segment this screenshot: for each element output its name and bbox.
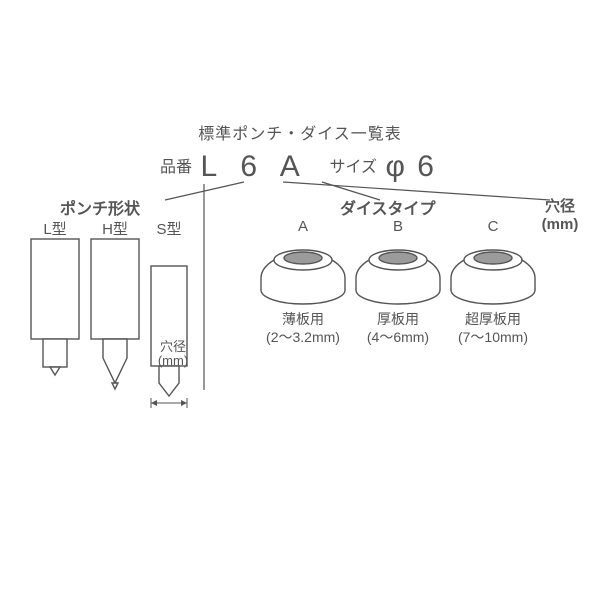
die-a-shape	[260, 238, 346, 306]
die-b-name: 厚板用	[377, 311, 419, 327]
die-b-range: (4〜6mm)	[367, 329, 429, 345]
die-a-name: 薄板用	[282, 311, 324, 327]
die-c-caption: 超厚板用 (7〜10mm)	[448, 310, 538, 346]
die-b-caption: 厚板用 (4〜6mm)	[353, 310, 443, 346]
die-b-letter: B	[355, 218, 441, 235]
die-a-range: (2〜3.2mm)	[266, 329, 340, 345]
die-a-caption: 薄板用 (2〜3.2mm)	[258, 310, 348, 346]
die-c-name: 超厚板用	[465, 311, 521, 327]
die-b-shape	[355, 238, 441, 306]
die-c-letter: C	[450, 218, 536, 235]
die-c-shape	[450, 238, 536, 306]
die-c-range: (7〜10mm)	[458, 329, 528, 345]
die-a-letter: A	[260, 218, 346, 235]
